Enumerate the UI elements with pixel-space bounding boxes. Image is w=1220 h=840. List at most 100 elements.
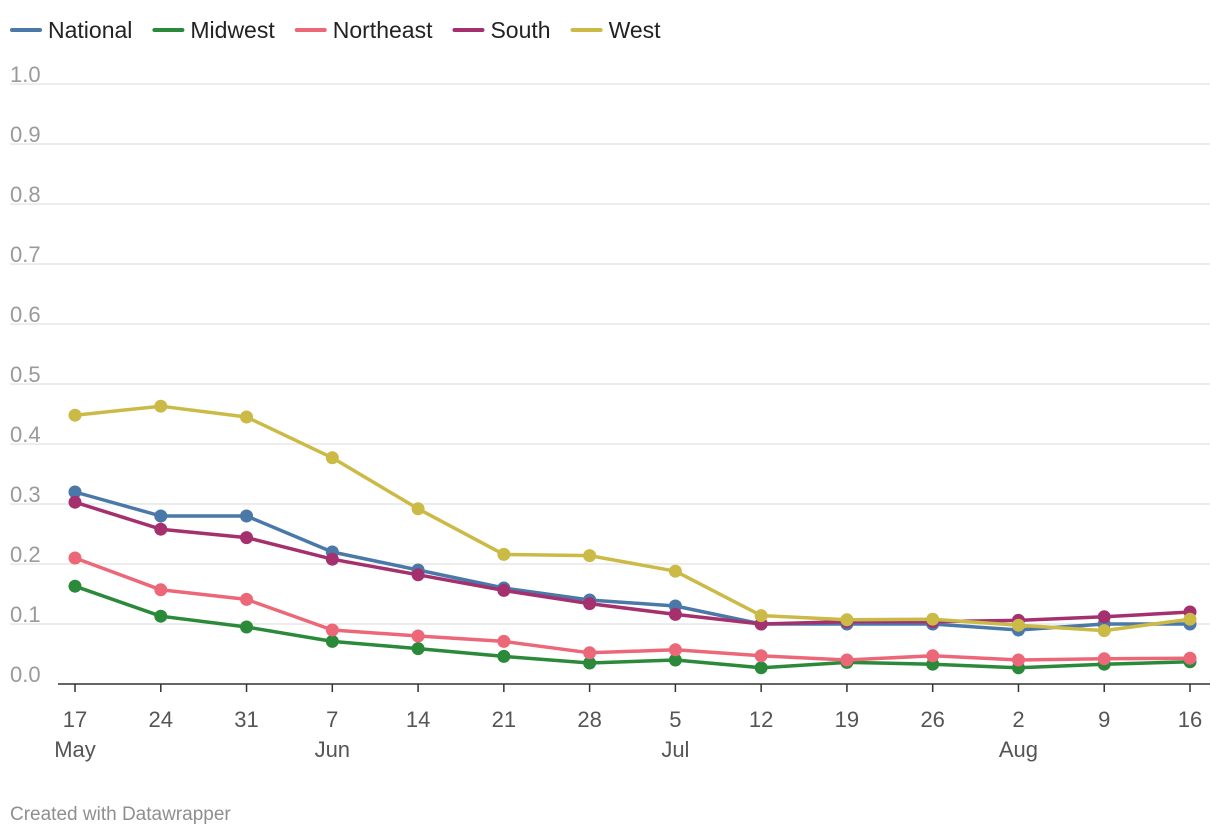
data-point-midwest [154,609,168,623]
data-point-midwest [68,579,82,593]
x-tick-label: 9 [1098,707,1110,732]
data-point-northeast [926,649,940,663]
data-point-northeast [68,551,82,565]
legend-label: South [490,17,550,43]
data-point-west [325,451,339,465]
data-point-west [1011,618,1025,632]
data-point-northeast [154,583,168,597]
y-tick-label: 0.3 [10,482,41,507]
x-tick-label: 19 [835,707,859,732]
data-point-west [154,399,168,413]
legend-label: Northeast [333,17,433,43]
data-point-northeast [583,646,597,660]
data-point-south [411,568,425,582]
data-point-midwest [497,649,511,663]
x-tick-label: 17 [63,707,87,732]
data-point-west [840,613,854,627]
x-tick-label: 28 [577,707,601,732]
x-tick-label: 26 [920,707,944,732]
legend-item-midwest: Midwest [152,17,275,43]
y-tick-label: 0.8 [10,182,41,207]
gridlines [10,83,1210,625]
data-point-northeast [411,629,425,643]
y-tick-label: 0.6 [10,302,41,327]
data-point-west [754,609,768,623]
y-tick-label: 0.7 [10,242,41,267]
data-point-west [668,564,682,578]
y-axis-ticks: 0.0 0.1 0.2 0.3 0.4 0.5 0.6 0.7 0.8 0.9 1.0 [10,62,41,687]
series-northeast [68,551,1197,667]
y-tick-label: 0.1 [10,602,41,627]
y-tick-label: 0.2 [10,542,41,567]
data-point-west [1097,624,1111,638]
data-point-northeast [1011,653,1025,667]
legend-item-northeast: Northeast [294,17,433,43]
data-point-national [154,509,168,523]
data-point-national [68,485,82,499]
data-point-northeast [1097,652,1111,666]
data-point-northeast [325,623,339,637]
data-point-midwest [754,661,768,675]
data-point-midwest [583,656,597,670]
series-line-national [73,490,1192,632]
y-tick-label: 0.4 [10,422,41,447]
data-point-midwest [668,653,682,667]
data-point-south [1097,610,1111,624]
series-west [68,399,1197,638]
data-point-northeast [668,643,682,657]
data-point-northeast [840,653,854,667]
data-point-northeast [240,592,254,606]
data-point-south [154,522,168,536]
data-point-west [583,549,597,563]
x-tick-label: 7 [326,707,338,732]
data-point-west [926,612,940,626]
data-point-national [240,509,254,523]
data-point-midwest [240,620,254,634]
y-tick-label: 1.0 [10,62,41,87]
legend-label: West [609,17,662,43]
data-point-south [240,531,254,545]
y-tick-label: 0.9 [10,122,41,147]
y-tick-label: 0.0 [10,662,41,687]
legend-item-west: West [570,17,662,43]
x-tick-label: 24 [149,707,173,732]
data-point-south [68,495,82,509]
data-point-south [325,552,339,566]
x-tick-label: 16 [1178,707,1202,732]
data-point-midwest [325,634,339,648]
legend-label: Midwest [190,17,275,43]
data-point-northeast [497,634,511,648]
legend: National Midwest Northeast South West [10,17,662,43]
x-month-label: Aug [999,737,1038,762]
series-line-south [73,500,1192,626]
data-point-south [497,583,511,597]
x-month-label: Jul [661,737,689,762]
series-line-northeast [73,556,1192,662]
data-point-west [411,502,425,516]
x-axis: 17 May 24 31 7 Jun 14 21 28 5 Jul 12 19 26 2 Aug 9 16 [54,683,1210,762]
data-point-south [583,597,597,611]
credit-text: Created with Datawrapper [10,804,231,825]
data-point-northeast [1183,651,1197,665]
x-month-label: Jun [315,737,350,762]
data-point-west [497,547,511,561]
data-point-midwest [411,642,425,656]
x-month-label: May [54,737,96,762]
x-tick-label: 31 [234,707,258,732]
x-tick-label: 5 [669,707,681,732]
series-line-midwest [73,584,1192,670]
y-tick-label: 0.5 [10,362,41,387]
legend-label: National [48,17,132,43]
data-point-west [68,408,82,422]
data-point-west [1183,612,1197,626]
series-group [68,399,1197,675]
data-point-south [668,607,682,621]
x-tick-label: 21 [492,707,516,732]
series-line-west [73,404,1192,633]
series-national [68,485,1197,637]
data-point-northeast [754,649,768,663]
x-tick-label: 14 [406,707,430,732]
data-point-west [240,410,254,424]
x-tick-label: 2 [1012,707,1024,732]
